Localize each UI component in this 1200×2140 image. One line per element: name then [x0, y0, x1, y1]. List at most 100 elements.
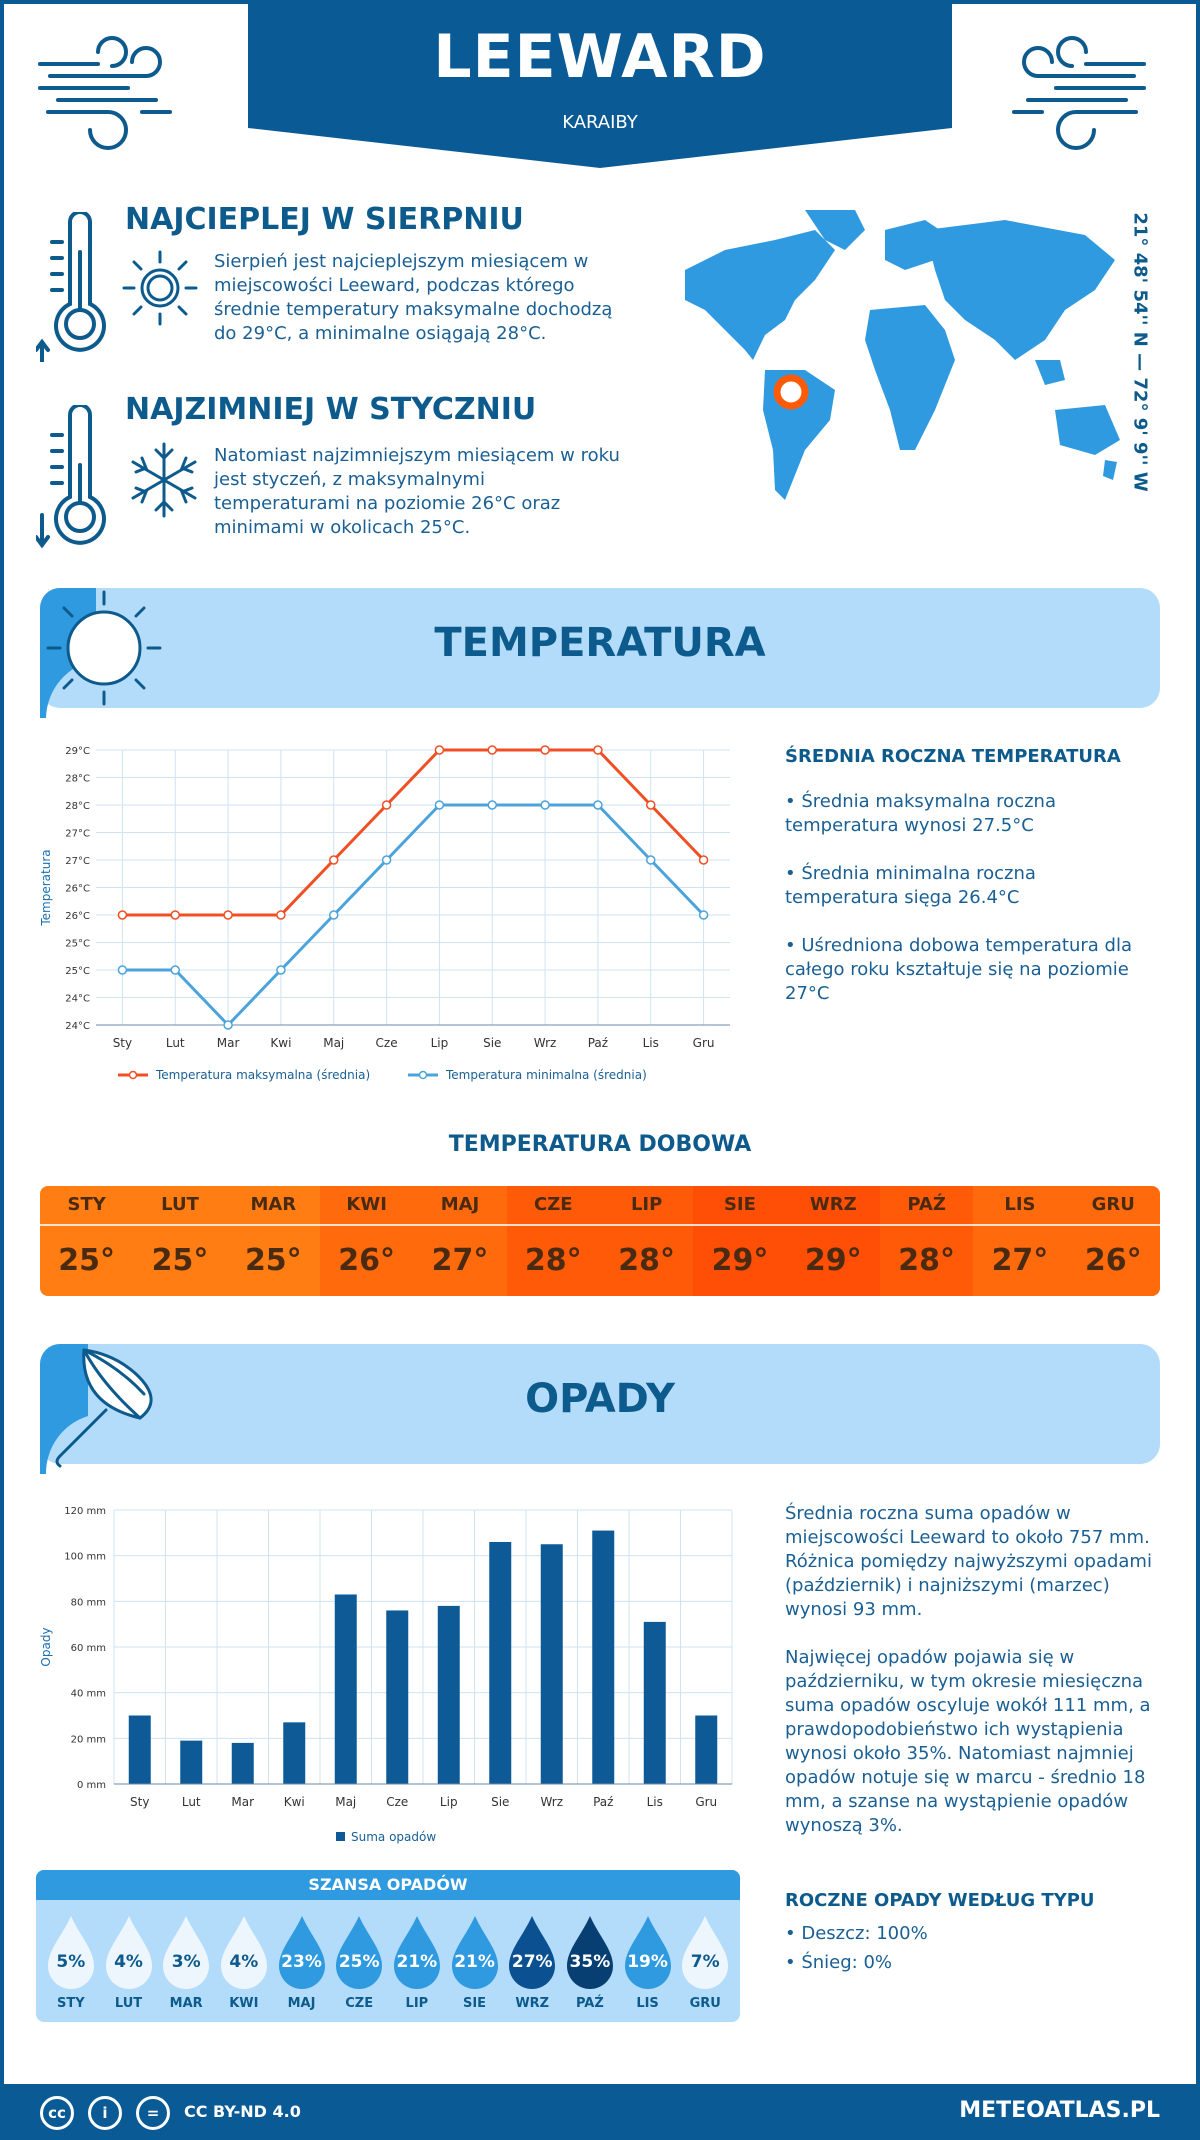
raindrop-icon — [47, 1916, 94, 1989]
data-point — [117, 965, 128, 975]
data-point — [434, 800, 445, 810]
coldest-text: Natomiast najzimniejszym miesiącem w rok… — [214, 445, 620, 538]
legend-label: Temperatura minimalna (średnia) — [445, 1068, 647, 1082]
y-tick-label: 80 mm — [71, 1597, 106, 1608]
precip-header — [40, 1344, 1160, 1464]
divider — [973, 1224, 1067, 1226]
page-subtitle: KARAIBY — [562, 112, 638, 133]
x-tick-label: Lut — [166, 1036, 185, 1050]
raindrop-icon — [624, 1916, 671, 1989]
precip-chance-value: 5% — [56, 1952, 86, 1972]
precip-chance-drop: 21% LIP — [388, 1900, 446, 2022]
data-point — [646, 855, 656, 865]
data-point — [223, 910, 233, 920]
divider — [1066, 1224, 1160, 1226]
legend-label: Suma opadów — [351, 1830, 436, 1844]
daily-temp-value: 27° — [991, 1243, 1049, 1278]
precip-bar — [128, 1715, 151, 1784]
annual-max-bullet: • Średnia maksymalna roczna temperatura … — [785, 791, 1056, 836]
raindrop-icon — [509, 1916, 556, 1989]
precip-chance-value: 27% — [511, 1952, 553, 1972]
precip-chance-value: 35% — [569, 1952, 611, 1972]
y-tick-label: 28°C — [65, 774, 90, 785]
thermometer-hot-icon — [36, 212, 106, 362]
daily-month-label: WRZ — [809, 1194, 857, 1215]
precip-chance-value: 3% — [171, 1952, 201, 1972]
precip-summary: Średnia roczna suma opadów w miejscowośc… — [785, 1503, 1152, 1620]
data-point — [434, 745, 445, 755]
no-derivatives-icon: = — [136, 2096, 170, 2130]
daily-temp-value: 28° — [618, 1243, 675, 1278]
brand-link[interactable]: METEOATLAS.PL — [959, 2098, 1160, 2123]
x-tick-label: Paź — [593, 1795, 613, 1809]
divider — [413, 1224, 507, 1226]
raindrop-icon — [278, 1916, 325, 1989]
daily-temp-value: 25° — [151, 1243, 209, 1278]
x-tick-label: Sie — [483, 1036, 501, 1050]
data-point — [276, 910, 286, 920]
daily-month-label: SIE — [723, 1194, 756, 1215]
precip-chance-drop: 19% LIS — [619, 1900, 677, 2022]
daily-month-label: GRU — [1091, 1194, 1135, 1215]
precip-bar — [489, 1541, 512, 1784]
precip-title: OPADY — [525, 1376, 675, 1422]
precip-chance-month: LIS — [636, 1996, 659, 2011]
coldest-title: NAJZIMNIEJ W STYCZNIU — [125, 392, 537, 427]
daily-month-label: PAŹ — [907, 1194, 946, 1215]
precip-chance-title: SZANSA OPADÓW — [36, 1870, 740, 1900]
precip-chance-value: 19% — [627, 1952, 668, 1972]
precip-bar — [386, 1610, 409, 1784]
series-line — [122, 748, 705, 917]
precip-bar — [231, 1742, 254, 1784]
precip-bar — [695, 1715, 718, 1784]
x-tick-label: Sty — [113, 1036, 132, 1050]
precip-chance-drop: 35% PAŹ — [561, 1900, 619, 2022]
x-tick-label: Lis — [643, 1036, 659, 1050]
x-tick-label: Cze — [386, 1795, 408, 1809]
data-point — [487, 745, 497, 755]
daily-month-label: MAJ — [440, 1194, 480, 1215]
daily-month-label: CZE — [534, 1194, 573, 1215]
daily-temp-column: PAŹ 28° — [879, 1186, 974, 1296]
sun-icon — [40, 588, 162, 718]
location-marker — [773, 374, 809, 410]
daily-temp-column: KWI 26° — [319, 1186, 414, 1296]
daily-temp-value: 27° — [431, 1243, 489, 1278]
umbrella-icon — [40, 1344, 153, 1474]
warmest-title: NAJCIEPLEJ W SIERPNIU — [125, 202, 524, 237]
y-tick-label: 26°C — [65, 911, 90, 922]
raindrop-icon — [451, 1916, 498, 1989]
daily-temp-column: WRZ 29° — [786, 1186, 880, 1296]
data-point — [329, 855, 339, 865]
divider — [879, 1224, 974, 1226]
x-tick-label: Maj — [335, 1795, 356, 1809]
data-point — [381, 800, 392, 810]
precip-chance-drop: 7% GRU — [676, 1900, 734, 2022]
precip-chance-month: LUT — [114, 1996, 143, 2011]
precip-chance-month: SIE — [462, 1996, 487, 2011]
y-tick-label: 20 mm — [71, 1734, 106, 1745]
x-tick-label: Maj — [323, 1036, 344, 1050]
precip-chance-drop: 4% LUT — [100, 1900, 158, 2022]
annual-min-bullet: • Średnia minimalna roczna temperatura s… — [785, 863, 1036, 908]
precip-chance-month: CZE — [345, 1996, 374, 2011]
divider — [226, 1224, 320, 1226]
daily-temp-value: 28° — [524, 1243, 582, 1278]
y-tick-label: 120 mm — [64, 1506, 106, 1517]
divider — [319, 1224, 414, 1226]
data-point — [487, 800, 497, 810]
annual-temp-heading: ŚREDNIA ROCZNA TEMPERATURA — [785, 746, 1121, 767]
y-tick-label: 25°C — [65, 966, 90, 977]
temperature-title: TEMPERATURA — [434, 620, 766, 666]
precip-details: Najwięcej opadów pojawia się w październ… — [785, 1647, 1151, 1836]
rain-share: • Deszcz: 100% — [785, 1923, 928, 1944]
daily-month-label: KWI — [346, 1194, 387, 1215]
divider — [599, 1224, 694, 1226]
precip-chance-value: 7% — [690, 1952, 720, 1972]
daily-temp-column: CZE 28° — [506, 1186, 600, 1296]
divider — [133, 1224, 227, 1226]
y-tick-label: 40 mm — [71, 1689, 106, 1700]
precip-chance-value: 4% — [229, 1952, 259, 1972]
data-point — [646, 800, 656, 810]
x-tick-label: Sie — [491, 1795, 509, 1809]
